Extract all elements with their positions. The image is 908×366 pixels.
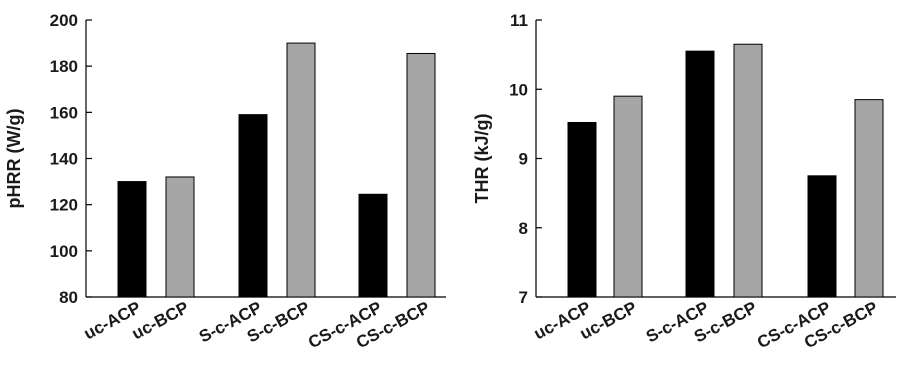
chart-1-y-tick-label: 160 [50,103,78,122]
chart-1-bar-S-c-BCP [286,42,316,298]
chart-2-y-tick-label: 7 [519,288,528,307]
chart-2-bar-CS-c-BCP [854,99,884,298]
chart-1-y-tick-label: 80 [59,288,78,307]
chart-2-bar-S-c-BCP [733,43,763,298]
chart-2-y-tick-label: 10 [509,80,528,99]
chart-1-bar-CS-c-ACP [358,193,388,298]
chart-1-bar-uc-BCP [165,176,195,298]
chart-2-bar-CS-c-ACP [807,175,837,298]
chart-1-y-tick-label: 140 [50,150,78,169]
chart-1-bar-uc-ACP [117,181,147,298]
chart-1-y-tick-label: 100 [50,242,78,261]
chart-1-y-tick-label: 200 [50,11,78,30]
chart-2-bar-uc-ACP [567,121,597,298]
chart-2-bar-uc-BCP [613,95,643,298]
chart-1-y-tick-label: 180 [50,57,78,76]
chart-2-bar-S-c-ACP [685,50,715,298]
chart-1-y-tick-label: 120 [50,196,78,215]
chart-2-y-axis-title: THR (kJ/g) [472,113,492,203]
chart-1-bar-S-c-ACP [238,114,268,298]
chart-1-y-axis-title: pHRR (W/g) [4,109,24,209]
chart-2-y-tick-label: 8 [519,219,528,238]
chart-2-y-tick-label: 9 [519,150,528,169]
chart-2-y-tick-label: 11 [510,11,528,30]
chart-1-bar-CS-c-BCP [406,52,436,298]
